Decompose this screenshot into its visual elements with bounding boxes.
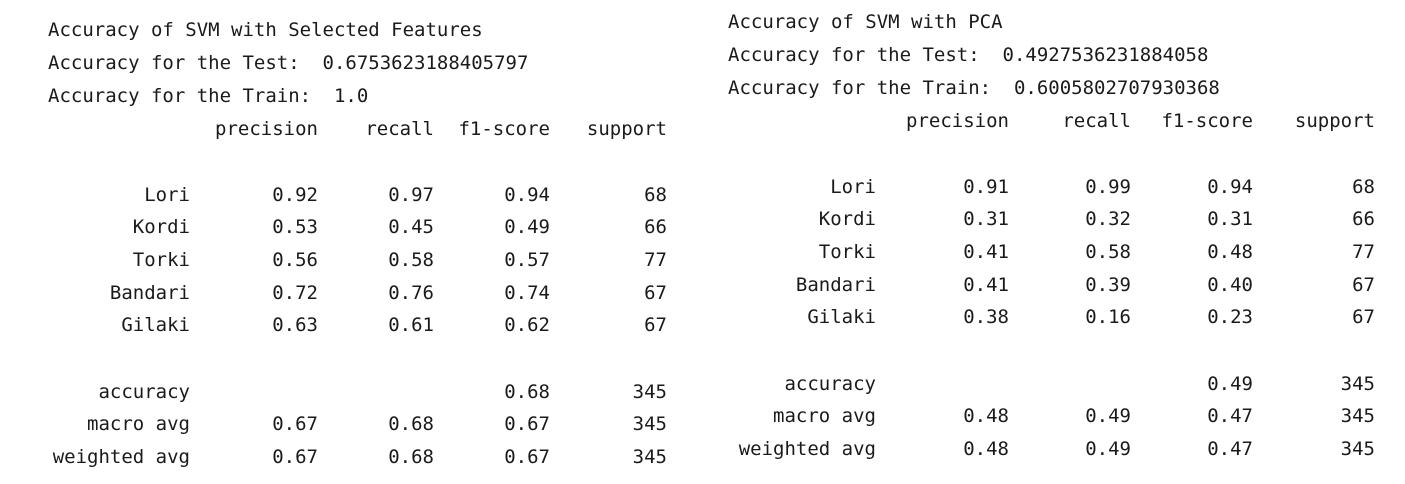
right-header-f1: f1-score — [1161, 110, 1253, 132]
left-header-recall: recall — [365, 118, 434, 140]
right-row-f1: 0.94 — [1207, 176, 1253, 198]
right-row-f1: 0.31 — [1207, 208, 1253, 230]
right-summary-precision: 0.48 — [963, 438, 1009, 460]
left-title: Accuracy of SVM with Selected Features — [48, 19, 483, 41]
left-row-recall: 0.45 — [388, 216, 434, 238]
right-train-accuracy: Accuracy for the Train: 0.60058027079303… — [728, 77, 1220, 99]
right-row-precision: 0.91 — [963, 176, 1009, 198]
right-row-label: Bandari — [795, 274, 876, 296]
left-summary-precision: 0.67 — [272, 413, 318, 435]
right-summary-f1: 0.49 — [1207, 373, 1253, 395]
left-row-f1: 0.62 — [504, 314, 550, 336]
left-row-f1: 0.74 — [504, 282, 550, 304]
left-row-support: 67 — [644, 314, 667, 336]
right-header-recall: recall — [1062, 110, 1131, 132]
left-summary-label: macro avg — [87, 413, 190, 435]
right-row-label: Gilaki — [807, 306, 876, 328]
left-row-precision: 0.53 — [272, 216, 318, 238]
right-summary-label: macro avg — [773, 405, 876, 427]
right-row-precision: 0.41 — [963, 274, 1009, 296]
left-summary-precision — [190, 380, 318, 404]
left-row-support: 66 — [644, 216, 667, 238]
left-row-recall: 0.97 — [388, 184, 434, 206]
left-summary-label: weighted avg — [52, 446, 190, 468]
right-row-recall: 0.32 — [1085, 208, 1131, 230]
right-row-support: 67 — [1352, 306, 1375, 328]
left-row-precision: 0.63 — [272, 314, 318, 336]
right-summary-recall: 0.49 — [1085, 438, 1131, 460]
left-summary-support: 345 — [632, 381, 667, 403]
left-summary-recall — [318, 380, 434, 404]
left-header-f1: f1-score — [458, 118, 550, 140]
right-row-support: 66 — [1352, 208, 1375, 230]
left-row-f1: 0.57 — [504, 249, 550, 271]
left-summary-recall: 0.68 — [388, 446, 434, 468]
left-row-precision: 0.56 — [272, 249, 318, 271]
left-test-accuracy: Accuracy for the Test: 0.675362318840579… — [48, 52, 529, 74]
right-summary-support: 345 — [1340, 373, 1375, 395]
left-row-label: Torki — [132, 249, 190, 271]
left-row-label: Lori — [144, 184, 190, 206]
right-row-support: 68 — [1352, 176, 1375, 198]
right-header-support: support — [1294, 110, 1375, 132]
left-row-label: Gilaki — [121, 314, 190, 336]
right-row-recall: 0.39 — [1085, 274, 1131, 296]
right-row-f1: 0.40 — [1207, 274, 1253, 296]
left-summary-f1: 0.67 — [504, 446, 550, 468]
right-header-precision: precision — [906, 110, 1009, 132]
left-summary-recall: 0.68 — [388, 413, 434, 435]
left-row-f1: 0.49 — [504, 216, 550, 238]
left-header-precision: precision — [215, 118, 318, 140]
left-summary-support: 345 — [632, 413, 667, 435]
right-summary-f1: 0.47 — [1207, 405, 1253, 427]
right-row-recall: 0.16 — [1085, 306, 1131, 328]
right-row-f1: 0.48 — [1207, 241, 1253, 263]
right-summary-support: 345 — [1340, 438, 1375, 460]
right-title: Accuracy of SVM with PCA — [728, 11, 1003, 33]
right-row-label: Kordi — [818, 208, 876, 230]
left-summary-f1: 0.68 — [504, 381, 550, 403]
left-summary-precision: 0.67 — [272, 446, 318, 468]
right-row-precision: 0.41 — [963, 241, 1009, 263]
left-row-support: 67 — [644, 282, 667, 304]
left-row-recall: 0.58 — [388, 249, 434, 271]
right-summary-label: accuracy — [784, 373, 876, 395]
left-row-support: 68 — [644, 184, 667, 206]
right-row-recall: 0.58 — [1085, 241, 1131, 263]
left-row-support: 77 — [644, 249, 667, 271]
left-row-precision: 0.72 — [272, 282, 318, 304]
left-row-label: Kordi — [132, 216, 190, 238]
left-summary-support: 345 — [632, 446, 667, 468]
left-summary-label: accuracy — [98, 381, 190, 403]
right-summary-recall — [1009, 372, 1131, 396]
right-summary-precision: 0.48 — [963, 405, 1009, 427]
left-summary-f1: 0.67 — [504, 413, 550, 435]
right-row-f1: 0.23 — [1207, 306, 1253, 328]
left-train-accuracy: Accuracy for the Train: 1.0 — [48, 85, 369, 107]
right-row-recall: 0.99 — [1085, 176, 1131, 198]
left-header-support: support — [586, 118, 667, 140]
left-row-recall: 0.61 — [388, 314, 434, 336]
right-summary-precision — [876, 372, 1009, 396]
left-row-label: Bandari — [109, 282, 190, 304]
left-row-precision: 0.92 — [272, 184, 318, 206]
right-summary-recall: 0.49 — [1085, 405, 1131, 427]
right-row-precision: 0.31 — [963, 208, 1009, 230]
right-row-precision: 0.38 — [963, 306, 1009, 328]
right-row-label: Torki — [818, 241, 876, 263]
right-row-support: 67 — [1352, 274, 1375, 296]
left-row-recall: 0.76 — [388, 282, 434, 304]
right-summary-label: weighted avg — [738, 438, 876, 460]
right-test-accuracy: Accuracy for the Test: 0.492753623188405… — [728, 44, 1209, 66]
right-summary-f1: 0.47 — [1207, 438, 1253, 460]
right-row-support: 77 — [1352, 241, 1375, 263]
right-summary-support: 345 — [1340, 405, 1375, 427]
right-row-label: Lori — [830, 176, 876, 198]
left-row-f1: 0.94 — [504, 184, 550, 206]
